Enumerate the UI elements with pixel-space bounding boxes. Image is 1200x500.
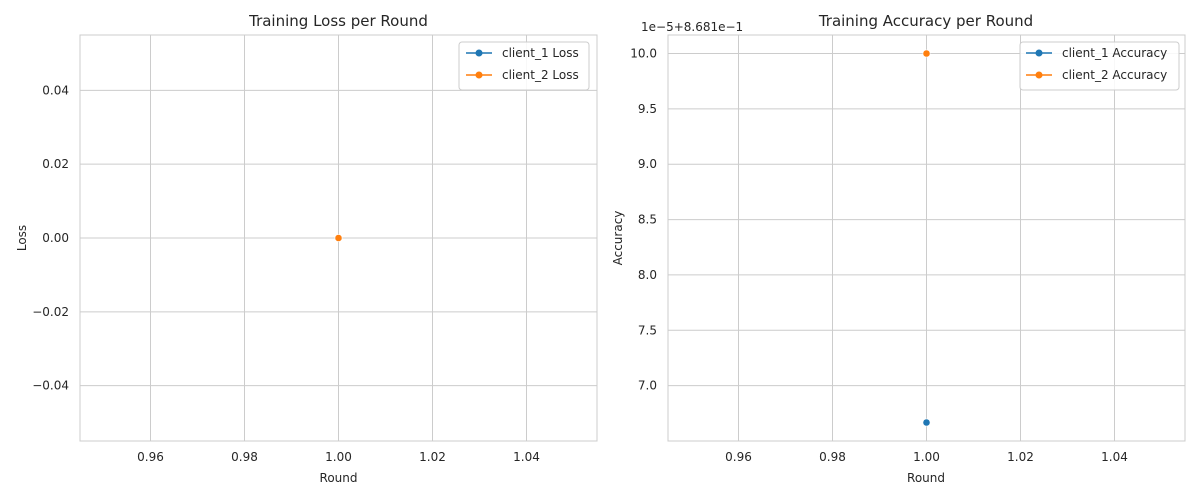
x-tick-label: 0.96: [725, 450, 752, 464]
legend-marker: [475, 49, 483, 57]
y-axis-label: Loss: [15, 225, 29, 251]
legend-label: client_1 Accuracy: [1062, 46, 1167, 60]
x-tick-label: 1.04: [513, 450, 540, 464]
y-tick-label: 7.0: [638, 379, 657, 393]
x-tick-label: 0.98: [819, 450, 846, 464]
y-offset-label: 1e−5+8.681e−1: [641, 20, 743, 34]
legend-entry: client_1 Loss: [466, 46, 579, 60]
legend: client_1 Loss client_2 Loss: [458, 41, 590, 91]
y-tick-label: 0.00: [42, 231, 69, 245]
y-tick-label: −0.04: [32, 379, 69, 393]
y-tick-label: 8.0: [638, 268, 657, 282]
y-tick-label: 8.5: [638, 213, 657, 227]
legend-label: client_2 Accuracy: [1062, 68, 1167, 82]
x-axis-label: Round: [320, 471, 358, 485]
accuracy-chart: Training Accuracy per Round 1e−5+8.681e−…: [611, 12, 1186, 485]
loss-chart: Training Loss per Round 0.96 0.98 1.00 1.02…: [15, 12, 598, 485]
data-point: [922, 49, 931, 58]
x-tick-label: 1.04: [1101, 450, 1128, 464]
plot-frame: [667, 34, 1186, 442]
data-point: [922, 418, 931, 427]
legend-box: [458, 41, 590, 91]
chart-title: Training Loss per Round: [248, 12, 428, 30]
y-tick-label: 0.04: [42, 83, 69, 97]
x-tick-label: 0.98: [231, 450, 258, 464]
legend-label: client_1 Loss: [502, 46, 579, 60]
x-tick-label: 1.02: [419, 450, 446, 464]
legend-entry: client_2 Accuracy: [1026, 68, 1167, 82]
legend-box: [1019, 41, 1180, 91]
legend-entry: client_2 Loss: [466, 68, 579, 82]
y-tick-label: 10.0: [630, 46, 657, 60]
plot-frame: [79, 34, 598, 442]
y-tick-label: 7.5: [638, 323, 657, 337]
legend-marker: [1035, 49, 1043, 57]
legend: client_1 Accuracy client_2 Accuracy: [1019, 41, 1180, 91]
y-tick-label: 9.5: [638, 102, 657, 116]
y-axis-label: Accuracy: [611, 211, 625, 266]
y-tick-label: −0.02: [32, 305, 69, 319]
x-tick-label: 1.00: [913, 450, 940, 464]
legend-marker: [1035, 71, 1043, 79]
x-tick-label: 1.00: [325, 450, 352, 464]
data-point: [334, 234, 343, 242]
legend-marker: [475, 71, 483, 79]
x-tick-label: 0.96: [137, 450, 164, 464]
x-axis-label: Round: [907, 471, 945, 485]
legend-entry: client_1 Accuracy: [1026, 46, 1167, 60]
chart-title: Training Accuracy per Round: [818, 12, 1033, 30]
y-tick-label: 9.0: [638, 157, 657, 171]
legend-label: client_2 Loss: [502, 68, 579, 82]
x-tick-label: 1.02: [1007, 450, 1034, 464]
y-tick-label: 0.02: [42, 157, 69, 171]
